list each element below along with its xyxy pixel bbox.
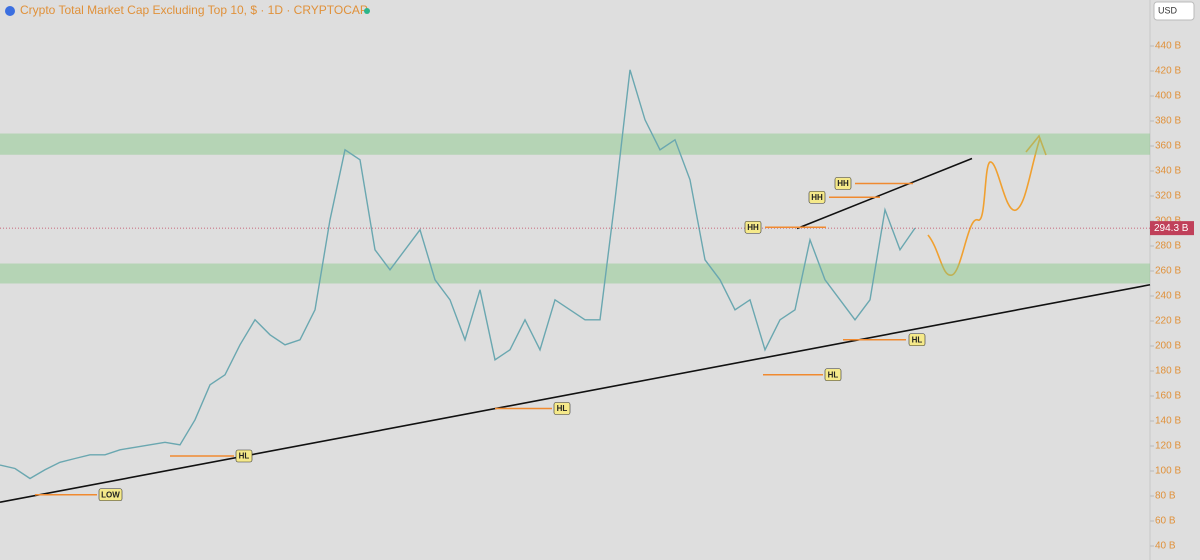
y-tick-label: 280 B — [1155, 241, 1181, 252]
level-box — [235, 449, 253, 463]
last-price-label: 294.3 B — [1154, 223, 1189, 234]
level-label: HH — [811, 193, 823, 202]
forecast-arrow — [1025, 134, 1047, 156]
status-dot — [364, 8, 370, 14]
level-box — [98, 488, 123, 502]
y-tick-label: 160 B — [1155, 391, 1181, 402]
y-tick-label: 120 B — [1155, 441, 1181, 452]
y-tick-label: 200 B — [1155, 341, 1181, 352]
y-tick-label: 180 B — [1155, 366, 1181, 377]
y-tick-label: 80 B — [1155, 491, 1176, 502]
y-tick-label: 240 B — [1155, 291, 1181, 302]
y-tick-label: 60 B — [1155, 516, 1176, 527]
y-tick-label: 320 B — [1155, 191, 1181, 202]
y-tick-label: 380 B — [1155, 116, 1181, 127]
level-box — [824, 368, 842, 382]
y-tick-label: 260 B — [1155, 266, 1181, 277]
y-tick-label: 400 B — [1155, 91, 1181, 102]
zone — [0, 263, 1150, 284]
trendline — [796, 157, 973, 230]
level-box — [553, 402, 571, 415]
currency-label[interactable]: USD — [1158, 5, 1178, 15]
currency-button[interactable] — [1153, 1, 1195, 21]
level-label: HL — [557, 404, 568, 413]
forecast-path — [927, 137, 1041, 276]
level-label: HL — [239, 452, 250, 461]
y-tick-label: 420 B — [1155, 66, 1181, 77]
level-box — [908, 333, 926, 347]
y-tick-label: 340 B — [1155, 166, 1181, 177]
level-box — [744, 220, 762, 234]
zone — [0, 133, 1150, 155]
level-label: HL — [828, 370, 839, 379]
y-tick-label: 440 B — [1155, 41, 1181, 52]
y-tick-label: 140 B — [1155, 416, 1181, 427]
level-box — [834, 177, 852, 190]
trendline — [0, 283, 1151, 504]
level-box — [808, 190, 826, 204]
symbol-icon — [5, 6, 15, 16]
last-price-tag — [1150, 221, 1194, 236]
y-tick-label: 100 B — [1155, 466, 1181, 477]
level-label: HH — [747, 223, 759, 232]
level-label: HH — [837, 179, 849, 188]
level-label: HL — [912, 335, 923, 344]
price-line — [0, 69, 916, 480]
chart-title: Crypto Total Market Cap Excluding Top 10… — [20, 3, 368, 17]
level-label: LOW — [101, 490, 120, 499]
y-tick-label: 220 B — [1155, 316, 1181, 327]
y-tick-label: 360 B — [1155, 141, 1181, 152]
y-tick-label: 40 B — [1155, 541, 1176, 552]
